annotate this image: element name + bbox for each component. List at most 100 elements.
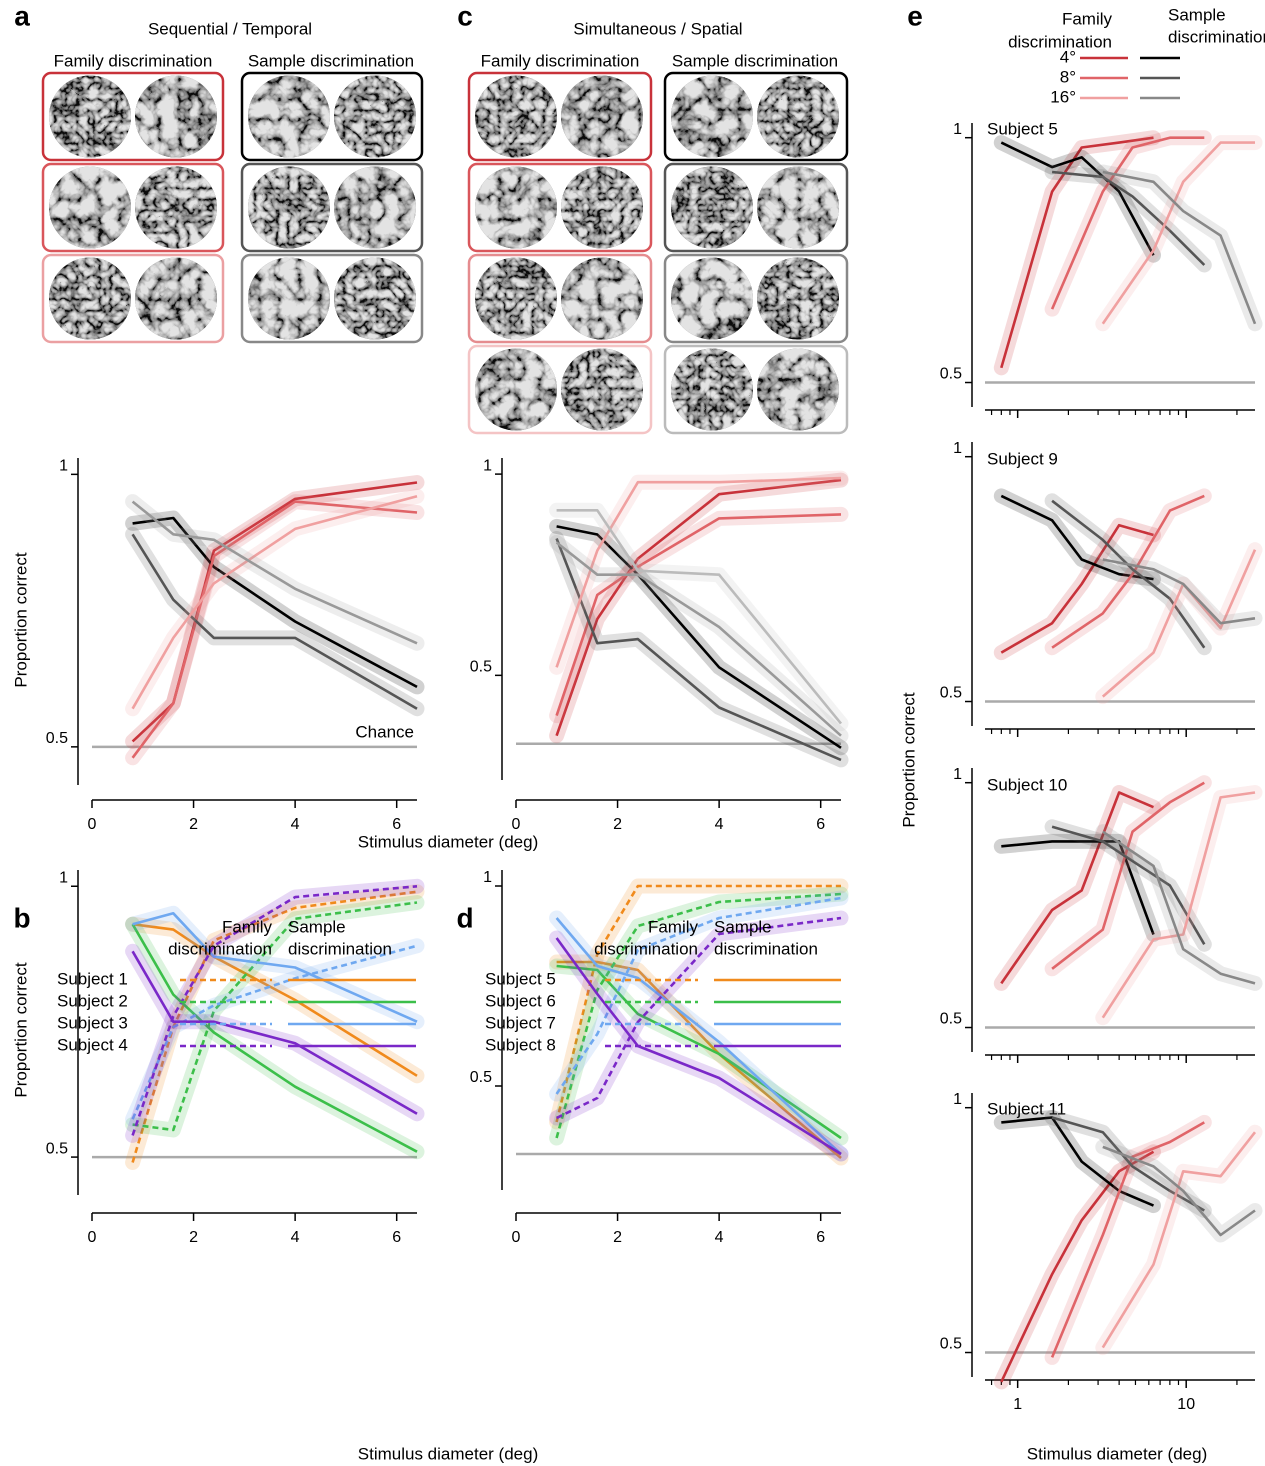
y-tick-label: 1: [483, 457, 492, 474]
legend-header: Sample: [714, 917, 772, 936]
legend-label: Subject 2: [57, 991, 128, 1010]
x-tick-label: 4: [715, 816, 724, 833]
texture-stimulus: [334, 76, 416, 158]
texture-stimulus: [671, 349, 753, 431]
x-tick-label: 4: [291, 816, 300, 833]
y-tick-label: 1: [59, 458, 68, 475]
chance-label: Chance: [355, 722, 414, 741]
x-axis-label: Stimulus diameter (deg): [1027, 1444, 1207, 1463]
y-tick-label: 1: [953, 766, 962, 783]
x-tick-label: 4: [715, 1229, 724, 1246]
x-axis-label: Stimulus diameter (deg): [358, 832, 538, 851]
x-tick-label: 6: [816, 816, 825, 833]
texture-stimulus: [475, 167, 557, 249]
y-tick-label: 0.5: [940, 1336, 962, 1353]
y-tick-label: 1: [59, 869, 68, 886]
panel-label: b: [13, 902, 30, 933]
y-tick-label: 1: [953, 121, 962, 138]
texture-stimulus: [135, 167, 217, 249]
texture-stimulus: [671, 258, 753, 340]
legend-label: Subject 3: [57, 1013, 128, 1032]
x-tick-label: 0: [88, 1229, 97, 1246]
texture-stimulus: [248, 167, 330, 249]
legend-label: Subject 1: [57, 969, 128, 988]
legend-label: Subject 6: [485, 991, 556, 1010]
legend-header: Family: [648, 917, 699, 936]
texture-stimulus: [334, 258, 416, 340]
legend-header: Sample: [1168, 5, 1226, 24]
legend-header: discrimination: [288, 939, 392, 958]
legend-header: Family: [222, 917, 273, 936]
x-tick-label: 2: [189, 816, 198, 833]
texture-stimulus: [49, 167, 131, 249]
x-tick-label: 2: [613, 1229, 622, 1246]
x-tick-label: 6: [392, 816, 401, 833]
texture-stimulus: [334, 167, 416, 249]
legend-label: Subject 8: [485, 1035, 556, 1054]
legend-label: 4°: [1060, 47, 1076, 66]
image-column-header: Family discrimination: [481, 51, 640, 70]
texture-stimulus: [561, 349, 643, 431]
panel-label: c: [457, 0, 473, 31]
texture-stimulus: [561, 76, 643, 158]
texture-stimulus: [757, 349, 839, 431]
figure: a Sequential / Temporal Family discriminat…: [0, 0, 1265, 1466]
legend-header: Sample: [288, 917, 346, 936]
legend-label: Subject 7: [485, 1013, 556, 1032]
texture-stimulus: [757, 258, 839, 340]
y-tick-label: 0.5: [940, 685, 962, 702]
y-tick-label: 0.5: [940, 1011, 962, 1028]
texture-stimulus: [49, 76, 131, 158]
x-tick-label: 0: [88, 816, 97, 833]
panel-title: Sequential / Temporal: [148, 19, 312, 38]
x-tick-label: 6: [816, 1229, 825, 1246]
y-axis-label: Proportion correct: [899, 692, 918, 827]
texture-stimulus: [475, 258, 557, 340]
y-axis-label: Proportion correct: [11, 552, 30, 687]
x-tick-label: 6: [392, 1229, 401, 1246]
legend-header: discrimination: [594, 939, 698, 958]
y-tick-label: 0.5: [940, 366, 962, 383]
x-tick-label: 1: [1013, 1396, 1022, 1413]
image-column-header: Sample discrimination: [672, 51, 838, 70]
legend-label: 16°: [1050, 87, 1076, 106]
error-band: [1001, 1152, 1153, 1382]
texture-stimulus: [671, 167, 753, 249]
texture-stimulus: [135, 258, 217, 340]
y-tick-label: 0.5: [46, 1140, 68, 1157]
x-tick-label: 2: [613, 816, 622, 833]
panel-label: d: [456, 902, 473, 933]
x-tick-label: 0: [512, 1229, 521, 1246]
panel-label: e: [907, 0, 923, 31]
panel-label: a: [14, 0, 30, 31]
legend-label: Subject 5: [485, 969, 556, 988]
x-tick-label: 10: [1177, 1396, 1195, 1413]
texture-stimulus: [561, 167, 643, 249]
texture-stimulus: [561, 258, 643, 340]
y-tick-label: 1: [953, 1091, 962, 1108]
texture-stimulus: [475, 76, 557, 158]
legend-label: 8°: [1060, 67, 1076, 86]
y-tick-label: 1: [953, 440, 962, 457]
legend-label: Subject 4: [57, 1035, 128, 1054]
texture-stimulus: [757, 76, 839, 158]
x-tick-label: 4: [291, 1229, 300, 1246]
subject-label: Subject 10: [987, 775, 1067, 794]
subject-label: Subject 5: [987, 119, 1058, 138]
y-tick-label: 0.5: [470, 1069, 492, 1086]
image-column-header: Sample discrimination: [248, 51, 414, 70]
legend-header: discrimination: [1168, 27, 1265, 46]
legend-header: discrimination: [168, 939, 272, 958]
legend-header: Family: [1062, 9, 1113, 28]
legend-header: discrimination: [714, 939, 818, 958]
texture-stimulus: [49, 258, 131, 340]
y-tick-label: 0.5: [470, 659, 492, 676]
y-tick-label: 0.5: [46, 730, 68, 747]
panel-title: Simultaneous / Spatial: [573, 19, 742, 38]
subject-label: Subject 9: [987, 449, 1058, 468]
texture-stimulus: [757, 167, 839, 249]
texture-stimulus: [135, 76, 217, 158]
texture-stimulus: [475, 349, 557, 431]
y-axis-label: Proportion correct: [11, 962, 30, 1097]
image-column-header: Family discrimination: [54, 51, 213, 70]
